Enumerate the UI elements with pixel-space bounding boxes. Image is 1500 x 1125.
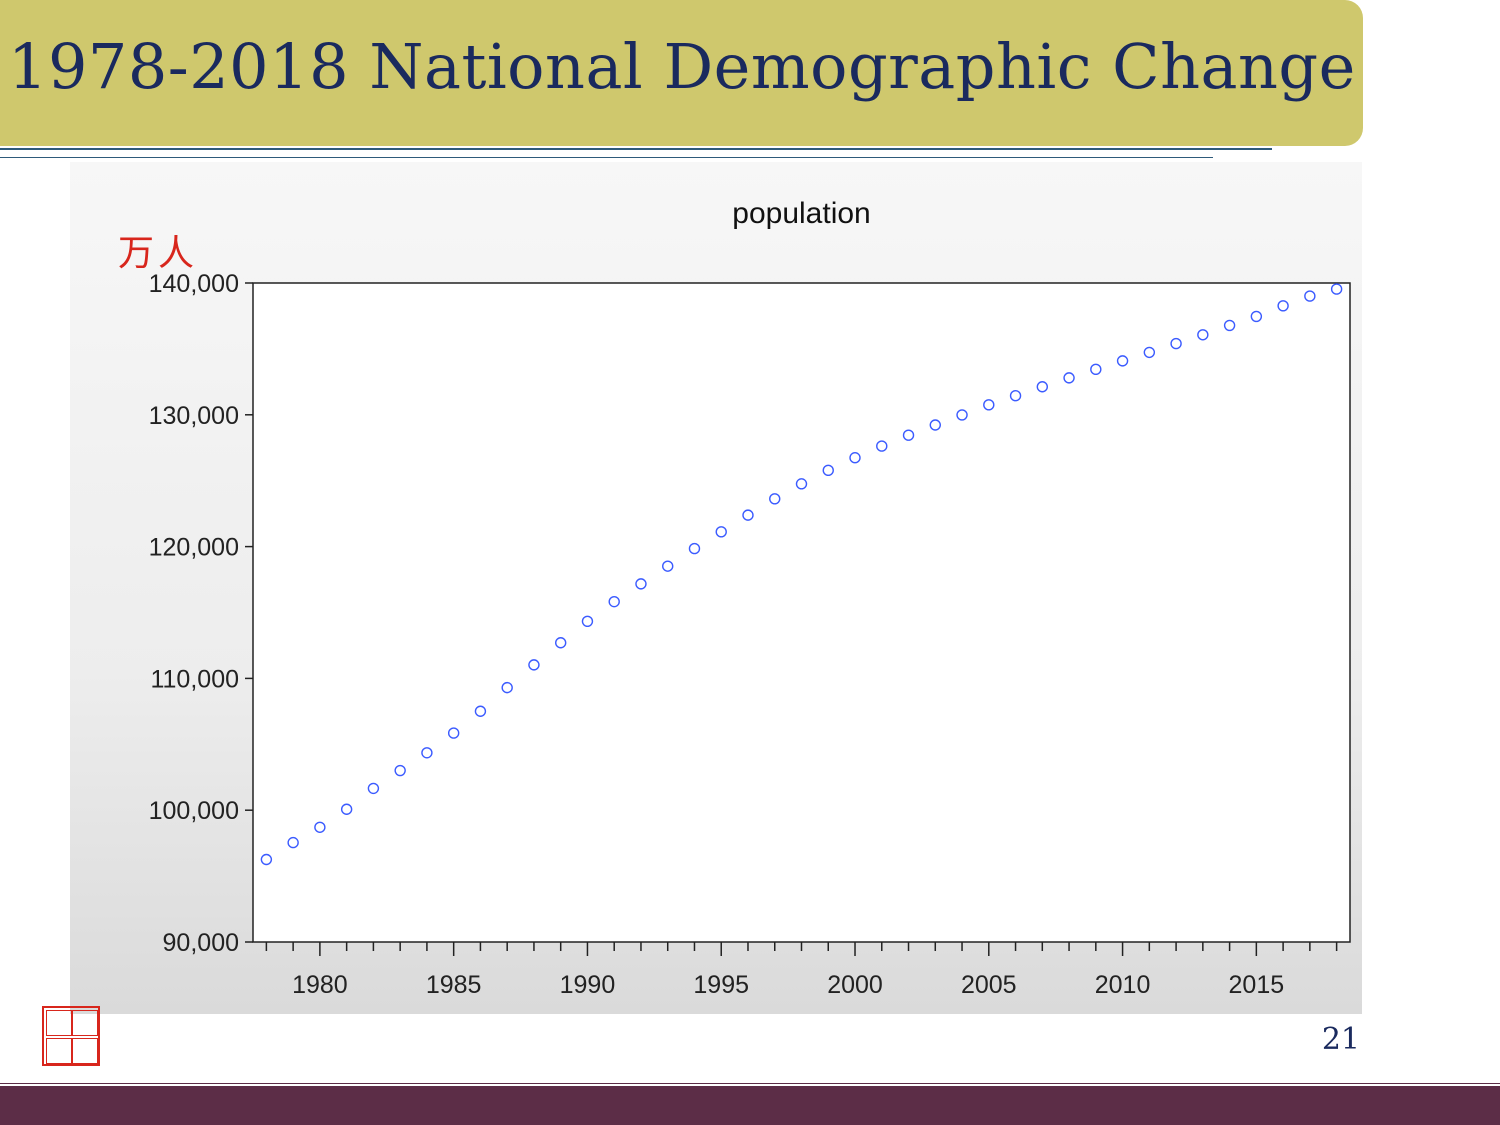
footer-line: [0, 1083, 1500, 1084]
data-point: [1197, 329, 1209, 341]
x-tick-label: 2010: [1095, 971, 1151, 999]
data-point: [742, 509, 754, 521]
data-point: [340, 803, 353, 815]
chart-panel: population 90,000 100,000 110,000 120,000 130…: [70, 162, 1362, 1014]
x-tick-label: 1995: [693, 971, 749, 999]
y-tick-label: 100,000: [149, 797, 239, 825]
data-point: [715, 526, 727, 538]
data-point: [822, 464, 834, 477]
title-underline: [0, 148, 1272, 150]
y-tick-label: 140,000: [149, 270, 239, 298]
data-point: [1009, 390, 1022, 402]
plot-area: [252, 282, 1351, 943]
seal-stamp-icon: [42, 1006, 100, 1066]
data-point: [314, 821, 326, 833]
data-point: [929, 419, 941, 431]
data-point: [1223, 319, 1236, 332]
data-point: [635, 578, 647, 590]
data-point: [876, 440, 888, 452]
data-point: [421, 747, 433, 759]
data-point: [287, 836, 299, 849]
data-point: [1036, 381, 1049, 393]
data-point: [1330, 283, 1343, 295]
y-tick-label: 90,000: [163, 929, 239, 957]
data-point: [902, 429, 915, 441]
title-bar: 1978-2018 National Demographic Change: [0, 0, 1363, 146]
x-tick-label: 2015: [1229, 971, 1285, 999]
data-point: [1250, 310, 1263, 323]
x-tick-label: 2000: [827, 971, 883, 999]
data-point: [581, 615, 594, 627]
footer-bar: [0, 1086, 1500, 1125]
data-point: [849, 452, 861, 464]
title-underline-thin: [0, 157, 1213, 158]
x-tick-label: 2005: [961, 971, 1017, 999]
data-point: [260, 853, 273, 866]
data-point: [1304, 290, 1316, 302]
x-tick-label: 1980: [292, 971, 348, 999]
data-point: [447, 727, 460, 739]
x-tick-label: 1990: [560, 971, 616, 999]
data-point: [1143, 346, 1156, 359]
data-point: [795, 478, 808, 490]
x-tick-label: 1985: [426, 971, 482, 999]
population-chart: population 90,000 100,000 110,000 120,000 130…: [149, 197, 1351, 999]
data-point: [662, 560, 674, 572]
data-point: [956, 409, 968, 421]
data-point: [688, 542, 701, 555]
data-point: [528, 659, 540, 671]
y-tick-label: 110,000: [150, 665, 239, 693]
data-point: [1063, 372, 1075, 384]
data-point: [367, 782, 380, 795]
slide-title: 1978-2018 National Demographic Change: [8, 30, 1356, 103]
data-point: [983, 399, 995, 411]
data-point: [474, 705, 487, 717]
data-point: [394, 764, 406, 777]
data-point: [1170, 337, 1182, 350]
data-point: [608, 595, 620, 608]
data-point: [554, 637, 567, 649]
chart-title: population: [732, 197, 870, 230]
data-point: [1116, 355, 1129, 367]
y-tick-label: 120,000: [149, 534, 239, 562]
y-tick-label: 130,000: [149, 402, 239, 430]
data-point: [1090, 363, 1102, 376]
unit-label: 万人: [118, 233, 199, 274]
data-point: [1277, 300, 1289, 312]
data-point: [501, 681, 513, 694]
page-number: 21: [1321, 1022, 1360, 1057]
data-point: [769, 493, 781, 505]
